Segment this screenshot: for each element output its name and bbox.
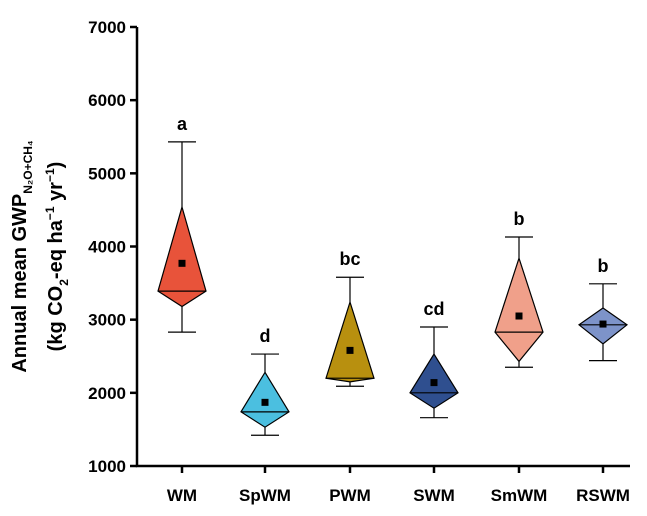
mean-marker [515,312,523,320]
y-tick-label: 7000 [88,18,126,37]
x-tick-label: PWM [329,486,371,505]
mean-marker [346,346,354,354]
box-SWM [409,326,459,419]
box-diamond [325,300,375,383]
mean-marker [261,398,269,406]
significance-letter: a [177,114,188,134]
box-RSWM [577,283,629,362]
box-WM [157,141,207,333]
mean-marker [430,379,438,387]
y-tick-label: 2000 [88,384,126,403]
labels: a d bc cd b b [177,114,609,346]
significance-letter: b [598,256,609,276]
mean-marker [599,320,607,328]
significance-letter: d [260,326,271,346]
y-tick-label: 5000 [88,164,126,183]
significance-letter: bc [339,249,360,269]
y-axis-label-line1: Annual mean GWPN₂O+CH₄ [9,140,35,373]
box-PWM [325,276,375,387]
axes: 1000 2000 3000 4000 5000 6000 7000 WM SpWM PWM SWM… [88,18,630,505]
box-SpWM [240,353,290,436]
axis-lines [135,27,630,468]
x-tick-label: SmWM [491,486,548,505]
mean-marker [178,259,186,267]
significance-letter: b [514,209,525,229]
x-tick-label: SWM [413,486,455,505]
significance-letter: cd [423,299,444,319]
y-axis-label: Annual mean GWPN₂O+CH₄ (kg CO2-eq ha−1 yr… [9,140,71,373]
box-diamond [494,256,544,363]
y-axis-label-line2: (kg CO2-eq ha−1 yr−1) [43,162,71,352]
box-diamond [157,204,207,308]
box-SmWM [494,236,544,368]
boxes [157,141,629,436]
x-tick-label: RSWM [576,486,630,505]
y-tick-label: 4000 [88,238,126,257]
x-tick-label: WM [167,486,197,505]
y-tick-label: 6000 [88,91,126,110]
x-tick-label: SpWM [239,486,291,505]
y-tick-label: 1000 [88,457,126,476]
y-tick-label: 3000 [88,311,126,330]
